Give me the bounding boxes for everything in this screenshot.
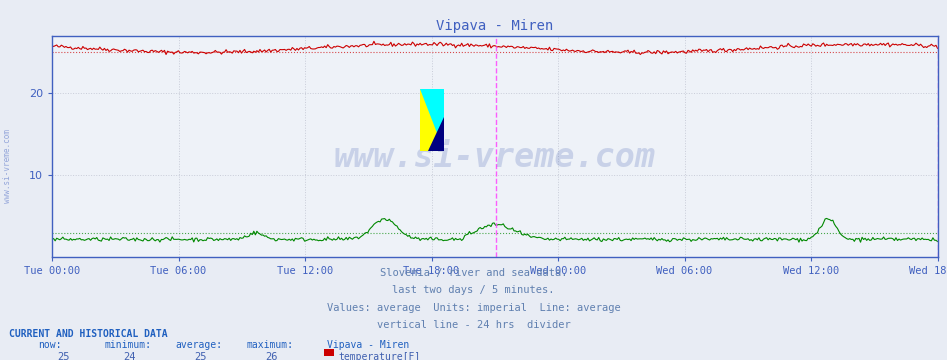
Text: 25: 25: [57, 352, 69, 360]
Bar: [420, 89, 444, 151]
Text: Vipava - Miren: Vipava - Miren: [327, 340, 409, 350]
Text: Slovenia / river and sea data.: Slovenia / river and sea data.: [380, 268, 567, 278]
Polygon shape: [420, 89, 444, 151]
Title: Vipava - Miren: Vipava - Miren: [437, 19, 553, 33]
Text: 24: 24: [123, 352, 135, 360]
Text: now:: now:: [38, 340, 62, 350]
Text: maximum:: maximum:: [246, 340, 294, 350]
Text: CURRENT AND HISTORICAL DATA: CURRENT AND HISTORICAL DATA: [9, 329, 169, 339]
Text: temperature[F]: temperature[F]: [338, 352, 420, 360]
Text: www.si-vreme.com: www.si-vreme.com: [333, 141, 656, 174]
Text: www.si-vreme.com: www.si-vreme.com: [3, 129, 12, 203]
Text: last two days / 5 minutes.: last two days / 5 minutes.: [392, 285, 555, 296]
Text: average:: average:: [175, 340, 223, 350]
Text: vertical line - 24 hrs  divider: vertical line - 24 hrs divider: [377, 320, 570, 330]
Text: minimum:: minimum:: [104, 340, 152, 350]
Text: Values: average  Units: imperial  Line: average: Values: average Units: imperial Line: av…: [327, 303, 620, 313]
Text: 25: 25: [194, 352, 206, 360]
Polygon shape: [428, 117, 444, 151]
Text: 26: 26: [265, 352, 277, 360]
